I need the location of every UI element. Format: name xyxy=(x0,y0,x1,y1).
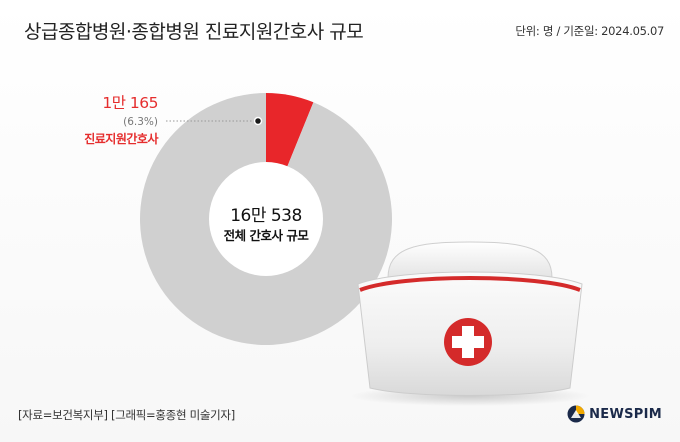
newspim-logo: NEWSPIM xyxy=(567,405,662,423)
total-value: 16만 538 xyxy=(230,206,302,226)
red-cross-icon xyxy=(444,318,492,366)
unit-and-date: 단위: 명 / 기준일: 2024.05.07 xyxy=(515,24,664,38)
source-credit: [자료=보건복지부] [그래픽=홍종현 미술기자] xyxy=(18,408,235,422)
logo-text: NEWSPIM xyxy=(589,406,662,422)
slice-name-label: 진료지원간호사 xyxy=(84,132,158,146)
chart-title: 상급종합병원·종합병원 진료지원간호사 규모 xyxy=(24,21,364,43)
total-label: 전체 간호사 규모 xyxy=(223,228,309,243)
callout-dot xyxy=(253,116,263,126)
slice-percent-label: (6.3%) xyxy=(123,116,158,128)
slice-value-label: 1만 165 xyxy=(102,94,158,112)
nurse-cap-icon xyxy=(350,241,590,406)
newspim-logo-icon xyxy=(567,405,585,423)
donut-hole xyxy=(209,162,323,276)
